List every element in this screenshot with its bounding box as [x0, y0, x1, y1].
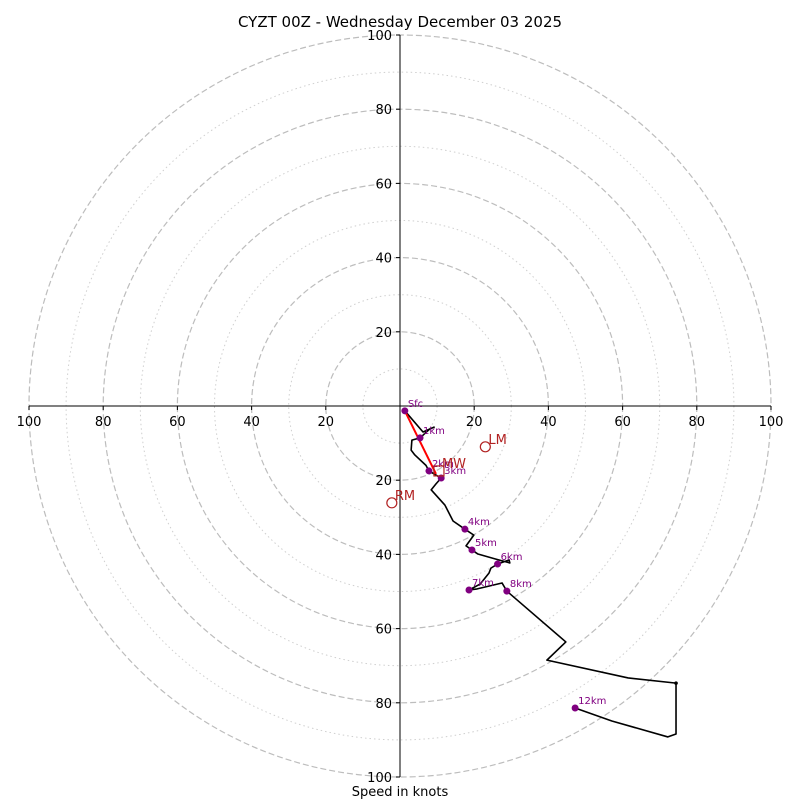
x-tick-label: 80 [95, 415, 112, 430]
x-tick-label: 40 [243, 415, 260, 430]
y-tick-label: 40 [375, 252, 392, 267]
height-marker-sfc [401, 407, 409, 415]
x-tick-label: 20 [318, 415, 335, 430]
storm-motion-label-lm: LM [488, 433, 506, 448]
height-marker-6km [494, 560, 502, 568]
height-label-2km: 2km [432, 459, 454, 470]
shear-vector-line [403, 410, 437, 475]
height-marker-1km [416, 434, 424, 442]
y-tick-label: 80 [375, 697, 392, 712]
y-tick-label: 60 [375, 177, 392, 192]
storm-motion-marker-lm [479, 441, 491, 453]
storm-motion-marker-mw [433, 465, 445, 477]
x-tick-label: 60 [614, 415, 631, 430]
height-marker-8km [503, 587, 511, 595]
y-tick-label: 100 [367, 29, 392, 44]
height-marker-7km [465, 586, 473, 594]
height-label-3km: 3km [444, 466, 466, 477]
storm-motion-marker-rm [386, 497, 398, 509]
y-tick-label: 80 [375, 103, 392, 118]
x-tick-label: 100 [759, 415, 784, 430]
height-label-4km: 4km [468, 517, 490, 528]
height-label-12km: 12km [578, 696, 606, 707]
x-axis-label: Speed in knots [352, 785, 449, 800]
storm-motion-label-mw: MW [442, 457, 466, 472]
height-marker-2km [425, 467, 433, 475]
y-tick-label: 20 [375, 474, 392, 489]
axes [29, 35, 771, 777]
storm-motion-label-rm: RM [395, 489, 415, 504]
y-tick-label: 20 [375, 326, 392, 341]
y-tick-label: 40 [375, 548, 392, 563]
height-marker-4km [461, 525, 469, 533]
x-tick-label: 80 [689, 415, 706, 430]
height-marker-5km [468, 546, 476, 554]
tick-labels: 100 80 60 40 20 20 40 60 80 100 100 80 60 40 20 20 40 60 8… [17, 29, 784, 786]
x-tick-label: 100 [17, 415, 42, 430]
height-label-5km: 5km [475, 538, 497, 549]
y-tick-label: 60 [375, 623, 392, 638]
height-label-sfc: Sfc [408, 399, 423, 410]
x-tick-label: 20 [466, 415, 483, 430]
height-label-6km: 6km [501, 552, 523, 563]
x-tick-label: 40 [540, 415, 557, 430]
height-label-7km: 7km [472, 578, 494, 589]
chart-title: CYZT 00Z - Wednesday December 03 2025 [238, 13, 562, 31]
x-tick-label: 60 [169, 415, 186, 430]
height-marker-12km [571, 704, 579, 712]
height-label-8km: 8km [510, 579, 532, 590]
hodograph-line [404, 410, 677, 738]
height-label-1km: 1km [423, 426, 445, 437]
hodograph-vertex-marker [674, 681, 678, 685]
y-tick-label: 100 [367, 771, 392, 786]
